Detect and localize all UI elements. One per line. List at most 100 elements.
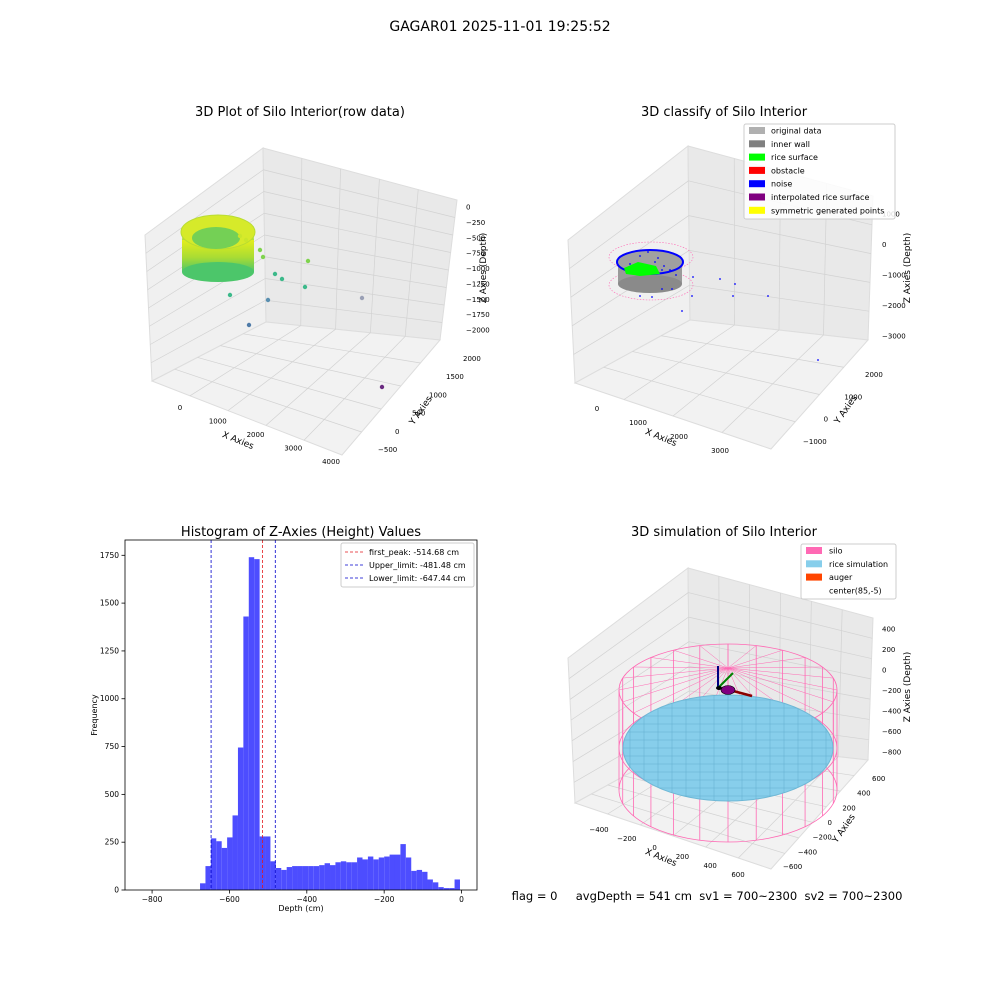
histogram-legend: first_peak: -514.68 cm Upper_limit: -481.… — [340, 542, 475, 588]
classify-legend-swatch — [749, 140, 765, 148]
histogram-ylabel: Frequency — [90, 694, 99, 736]
raw-x-tick-label: 1000 — [209, 418, 227, 426]
simulation-silo-ribs — [618, 644, 838, 842]
simulation-silo-roof-spoke — [622, 667, 729, 679]
raw-z-tick-label: −1000 — [466, 265, 490, 273]
cls-x-tick-label: 0 — [595, 405, 599, 413]
histogram-bar — [221, 847, 228, 890]
sim-y-tick-label: 400 — [857, 790, 870, 798]
raw-back-x-gridline — [370, 179, 380, 333]
sim-x-tick-label: 600 — [731, 871, 744, 879]
simulation-rice-mesh — [623, 695, 833, 801]
classify-noise-point — [691, 295, 693, 297]
simulation-silo-roof-spoke — [699, 645, 729, 669]
classify-3d-xlabel: X Axies — [643, 427, 678, 449]
raw-left-z-gridline — [145, 169, 264, 254]
simulation-silo-roof-spoke — [633, 667, 729, 714]
histogram-title: Histogram of Z-Axies (Height) Values — [181, 525, 421, 540]
classify-noise-point — [657, 257, 659, 259]
sim-z-tick-label: −800 — [882, 749, 901, 757]
raw-y-tick-label: 1000 — [429, 391, 447, 399]
cls-y-tick-label: 2000 — [865, 371, 883, 379]
raw-scatter-point — [260, 254, 266, 260]
cls-z-tick-label: −3000 — [882, 333, 906, 341]
classify-legend-swatch — [749, 206, 765, 214]
histogram-bar — [275, 868, 282, 890]
raw-back-x-gridline — [335, 168, 341, 330]
classify-legend-swatch — [749, 193, 765, 201]
classify-noise-point — [669, 269, 671, 271]
histogram-bar — [237, 747, 244, 890]
sim-floor-y-gridline — [591, 793, 785, 854]
raw-scatter-point — [257, 247, 263, 253]
raw-x-tick-label: 3000 — [284, 445, 302, 453]
classify-legend-swatch — [749, 127, 765, 134]
sim-x-tick-label: 400 — [704, 862, 717, 870]
classify-legend-label: interpolated rice surface — [771, 193, 869, 202]
raw-floor-y-gridline — [174, 368, 362, 433]
raw-floor-y-gridline — [243, 333, 421, 364]
raw-scatter-point — [265, 297, 271, 303]
histogram-bar — [378, 857, 385, 890]
raw-scatter-point — [227, 292, 233, 298]
histogram-bar — [286, 867, 293, 890]
raw-z-tick-label: −1250 — [466, 280, 490, 288]
raw-floor-y-gridline — [197, 357, 382, 410]
histogram-y-tick-label: 1000 — [100, 694, 119, 703]
raw-back-z-gridline — [264, 212, 451, 253]
histogram-bar — [384, 856, 390, 890]
raw-3d-panes — [144, 147, 458, 456]
classify-legend: original data inner wall rice surface obsta… — [743, 123, 896, 220]
histogram-bar — [216, 841, 222, 890]
sim-z-tick-label: −600 — [882, 728, 901, 736]
classify-legend-label: noise — [771, 180, 792, 189]
histogram-bar — [302, 866, 309, 890]
histogram-bar — [324, 863, 331, 890]
raw-scatter-point — [237, 233, 243, 239]
cls-y-tick-label: 0 — [824, 416, 828, 424]
classify-3d-pane-floor — [573, 319, 870, 450]
raw-z-tick-label: −2000 — [466, 327, 490, 335]
sim-z-tick-label: −400 — [882, 708, 901, 716]
classify-noise-point — [661, 269, 663, 271]
simulation-3d-ylabel: Y Axies — [830, 812, 858, 845]
simulation-center-marker — [716, 686, 722, 690]
histogram-y-tick-label: 1250 — [100, 646, 119, 655]
classify-legend-label: obstacle — [771, 166, 805, 175]
histogram-x-tick-label: −600 — [219, 895, 240, 904]
histogram-bar — [297, 866, 303, 890]
histogram-bar — [427, 879, 433, 890]
histogram-bar — [227, 837, 233, 890]
histogram-bar — [205, 866, 211, 890]
classify-noise-point — [661, 288, 663, 290]
simulation-silo-roof-spoke — [633, 666, 729, 669]
histogram-legend-label: Upper_limit: -481.48 cm — [369, 561, 466, 570]
classify-noise-point — [663, 265, 665, 267]
sim-x-tick-label: −200 — [617, 835, 636, 843]
classify-3d-points — [608, 241, 819, 361]
cls-floor-y-gridline — [603, 366, 796, 423]
sim-x-tick-label: 200 — [676, 853, 689, 861]
cls-x-tick-label: 3000 — [711, 447, 729, 455]
classify-noise-point — [629, 263, 631, 265]
histogram-x-tick-label: −800 — [142, 895, 163, 904]
simulation-legend-label: silo — [829, 547, 843, 556]
classify-noise-point — [654, 261, 656, 263]
histogram-bar — [362, 859, 368, 890]
histogram-bar — [313, 866, 320, 890]
histogram-bar — [389, 854, 395, 890]
histogram-bar — [330, 865, 336, 890]
sim-left-z-gridline — [569, 616, 689, 700]
histogram-bar — [243, 616, 249, 890]
raw-back-z-gridline — [264, 256, 447, 288]
classify-noise-point — [675, 274, 677, 276]
classify-3d-zlabel: Z Axies (Depth) — [903, 233, 913, 304]
panel-histogram: Histogram of Z-Axies (Height) Values −80… — [90, 525, 478, 913]
sim-left-z-gridline — [568, 592, 689, 679]
simulation-auger — [716, 666, 753, 698]
simulation-silo-roof-spoke — [727, 667, 834, 703]
classify-legend-frame — [743, 123, 896, 220]
histogram-bar — [319, 865, 325, 890]
sim-left-z-gridline — [570, 641, 690, 721]
classify-legend-label: original data — [771, 127, 822, 136]
